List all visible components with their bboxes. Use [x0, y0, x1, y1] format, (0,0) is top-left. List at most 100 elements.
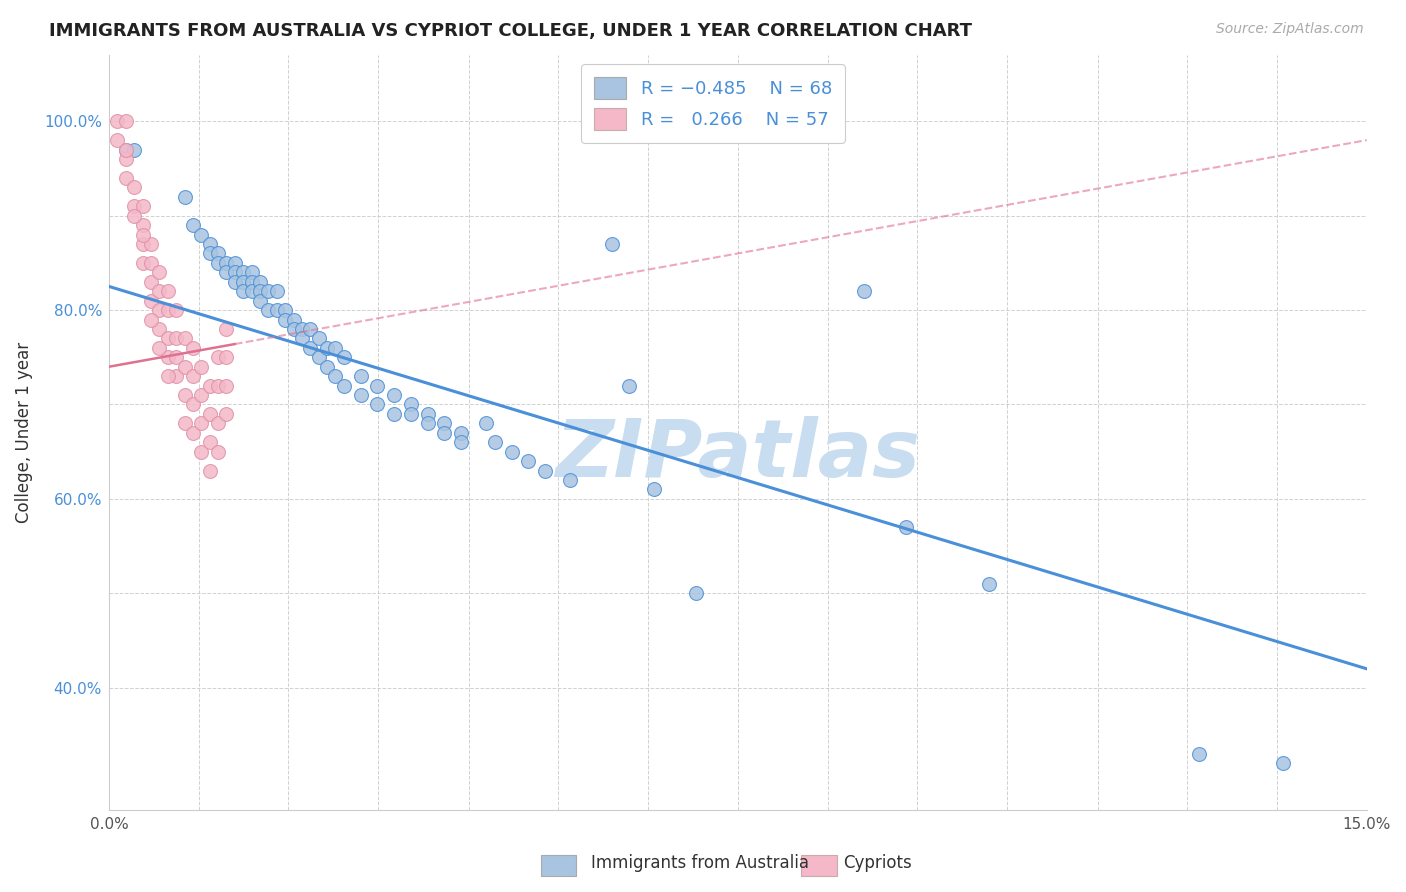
- Point: [198, 464, 221, 478]
- Point: [207, 256, 229, 270]
- Point: [349, 388, 371, 402]
- Point: [114, 143, 136, 157]
- Point: [131, 237, 153, 252]
- Point: [190, 444, 212, 458]
- Point: [517, 454, 540, 468]
- Point: [325, 369, 347, 384]
- Point: [190, 359, 212, 374]
- Point: [266, 284, 288, 298]
- Point: [433, 417, 456, 431]
- Point: [173, 190, 195, 204]
- Point: [979, 577, 1001, 591]
- Point: [165, 369, 187, 384]
- Point: [114, 114, 136, 128]
- Point: [207, 417, 229, 431]
- Point: [232, 265, 254, 279]
- Point: [349, 369, 371, 384]
- Legend: R = −0.485    N = 68, R =   0.266    N = 57: R = −0.485 N = 68, R = 0.266 N = 57: [581, 64, 845, 143]
- Point: [139, 293, 162, 308]
- Point: [148, 265, 170, 279]
- Point: [139, 256, 162, 270]
- Point: [181, 425, 204, 440]
- Point: [416, 417, 439, 431]
- Point: [600, 237, 623, 252]
- Point: [181, 397, 204, 411]
- Point: [894, 520, 917, 534]
- Point: [181, 369, 204, 384]
- Point: [224, 275, 246, 289]
- Point: [433, 425, 456, 440]
- Point: [122, 209, 145, 223]
- Text: Immigrants from Australia: Immigrants from Australia: [591, 855, 808, 872]
- Point: [450, 425, 472, 440]
- Point: [617, 378, 640, 392]
- Point: [181, 218, 204, 232]
- Point: [122, 143, 145, 157]
- Point: [165, 351, 187, 365]
- Point: [215, 265, 238, 279]
- Point: [240, 284, 263, 298]
- Y-axis label: College, Under 1 year: College, Under 1 year: [15, 343, 32, 524]
- Point: [215, 256, 238, 270]
- Point: [852, 284, 875, 298]
- Point: [308, 331, 330, 345]
- Point: [249, 293, 271, 308]
- Point: [131, 199, 153, 213]
- Point: [131, 256, 153, 270]
- Point: [560, 473, 582, 487]
- Point: [224, 265, 246, 279]
- Point: [1188, 747, 1211, 761]
- Point: [190, 227, 212, 242]
- Point: [257, 284, 280, 298]
- Point: [173, 331, 195, 345]
- Point: [283, 322, 305, 336]
- Point: [249, 275, 271, 289]
- Point: [475, 417, 498, 431]
- Point: [198, 237, 221, 252]
- Point: [240, 275, 263, 289]
- Point: [450, 435, 472, 450]
- Point: [232, 275, 254, 289]
- Point: [139, 237, 162, 252]
- Point: [534, 464, 557, 478]
- Point: [215, 407, 238, 421]
- Point: [274, 312, 297, 326]
- Point: [643, 483, 665, 497]
- Point: [198, 407, 221, 421]
- Point: [257, 303, 280, 318]
- Point: [382, 388, 405, 402]
- Point: [198, 378, 221, 392]
- Point: [122, 180, 145, 194]
- Text: ZIPatlas: ZIPatlas: [555, 417, 921, 494]
- Point: [291, 331, 314, 345]
- Point: [207, 378, 229, 392]
- Point: [165, 303, 187, 318]
- Point: [283, 312, 305, 326]
- Point: [148, 303, 170, 318]
- Point: [156, 351, 179, 365]
- Point: [198, 435, 221, 450]
- Point: [299, 322, 322, 336]
- Text: Cypriots: Cypriots: [844, 855, 912, 872]
- Point: [181, 341, 204, 355]
- Point: [156, 369, 179, 384]
- Point: [148, 341, 170, 355]
- Point: [333, 378, 356, 392]
- Point: [232, 284, 254, 298]
- Point: [382, 407, 405, 421]
- Point: [173, 359, 195, 374]
- Point: [198, 246, 221, 260]
- Point: [215, 351, 238, 365]
- Point: [501, 444, 523, 458]
- Point: [224, 256, 246, 270]
- Point: [156, 331, 179, 345]
- Point: [131, 218, 153, 232]
- Point: [399, 407, 422, 421]
- Point: [190, 417, 212, 431]
- Point: [148, 322, 170, 336]
- Point: [207, 444, 229, 458]
- Point: [333, 351, 356, 365]
- Point: [291, 322, 314, 336]
- Point: [139, 312, 162, 326]
- Point: [1271, 756, 1294, 771]
